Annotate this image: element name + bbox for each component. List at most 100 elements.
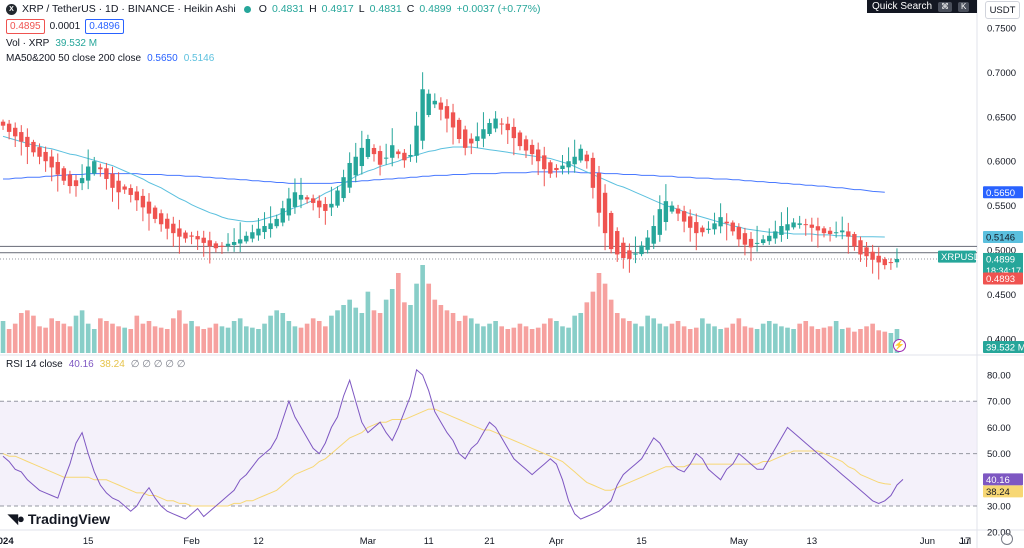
candle-body	[79, 178, 85, 184]
rsi-badge-bg	[983, 473, 1023, 486]
candle-body	[681, 211, 687, 222]
volume-bar	[298, 327, 304, 353]
candle-body	[207, 240, 212, 247]
price-tick-label: 0.7500	[987, 24, 1016, 35]
candle-body	[390, 145, 395, 158]
ma-legend[interactable]: MA50&200 50 close 200 close 0.5650 0.514…	[6, 53, 214, 64]
time-tick-label: 15	[83, 536, 94, 547]
rsi-ma-badge: 38.24	[986, 487, 1010, 498]
sell-button[interactable]: 0.4895	[6, 19, 45, 34]
rsi-tick-label: 20.00	[987, 528, 1011, 539]
lightning-icon[interactable]: ⚡	[893, 339, 906, 352]
volume-bar	[584, 302, 590, 353]
volume-bar	[870, 323, 875, 353]
candle-body	[61, 168, 67, 181]
volume-bar	[730, 323, 736, 353]
time-tick-label: Feb	[183, 536, 199, 547]
volume-bar	[827, 326, 833, 353]
volume-bar	[201, 329, 207, 353]
candle-body	[298, 194, 304, 200]
ma200-price-badge: 0.5146	[986, 233, 1015, 244]
volume-bar	[268, 315, 273, 353]
candle-body	[244, 235, 249, 242]
rsi-tick-label: 30.00	[987, 502, 1011, 513]
candle-body	[456, 119, 462, 139]
volume-bar	[396, 273, 401, 353]
candle-body	[517, 132, 523, 147]
candle-body	[748, 238, 754, 248]
volume-bar	[67, 326, 73, 353]
volume-bar	[511, 327, 517, 353]
candle-body	[773, 231, 778, 239]
volume-bar	[91, 329, 97, 353]
candle-body	[505, 123, 510, 131]
candle-body	[122, 186, 127, 190]
candle-body	[578, 148, 583, 161]
candle-body	[353, 156, 358, 176]
candle-body	[432, 100, 437, 105]
gear-icon[interactable]	[1001, 533, 1013, 545]
candle-body	[98, 167, 103, 170]
candle-body	[329, 203, 334, 208]
candle-body	[584, 154, 590, 162]
ma50-legend-value: 0.5650	[147, 53, 178, 64]
tradingview-name: TradingView	[27, 511, 111, 527]
currency-selector[interactable]: USDT	[985, 1, 1020, 19]
time-tick-label: 15	[636, 536, 647, 547]
volume-bar	[882, 331, 888, 353]
high-value: 0.4917	[321, 3, 354, 15]
candle-body	[189, 235, 194, 237]
market-status-icon	[243, 5, 251, 13]
high-label: H	[309, 3, 317, 15]
volume-bar	[639, 326, 644, 353]
candle-body	[487, 123, 492, 134]
candle-body	[657, 209, 662, 235]
volume-legend[interactable]: Vol · XRP 39.532 M	[6, 38, 97, 49]
volume-bar	[73, 315, 79, 353]
volume-bar	[700, 318, 705, 353]
candle-body	[852, 234, 857, 247]
rsi-legend[interactable]: RSI 14 close 40.16 38.24 ∅ ∅ ∅ ∅ ∅	[6, 359, 185, 370]
volume-bar	[383, 299, 389, 353]
quick-search-button[interactable]: Quick Search ⌘ K	[867, 0, 977, 13]
volume-bar	[79, 310, 85, 353]
volume-bar	[286, 321, 292, 353]
volume-bar	[456, 321, 462, 353]
candle-body	[876, 255, 881, 263]
candle-body	[675, 208, 681, 214]
time-tick-label: Jun	[920, 536, 935, 547]
time-tick-label: 2024	[0, 536, 14, 547]
time-tick-label: 17	[960, 536, 971, 547]
candle-body	[444, 106, 450, 119]
candle-body	[651, 226, 656, 244]
countdown-badge: 18:34:17	[986, 266, 1021, 276]
candle-body	[73, 180, 79, 187]
candle-body	[469, 138, 474, 144]
candle-body	[31, 141, 36, 153]
buy-button[interactable]: 0.4896	[85, 19, 124, 34]
volume-bar	[657, 323, 663, 353]
candle-body	[171, 223, 176, 234]
volume-bar	[25, 310, 30, 353]
volume-bar	[864, 326, 869, 353]
candle-body	[104, 168, 109, 179]
candle-body	[833, 232, 839, 234]
volume-bar	[754, 329, 760, 353]
volume-bar	[177, 310, 182, 353]
candle-body	[335, 190, 340, 206]
volume-bar	[85, 323, 91, 353]
volume-legend-value: 39.532 M	[55, 38, 98, 49]
candle-body	[365, 139, 371, 157]
rsi-line	[2, 368, 904, 520]
symbol-title[interactable]: XRP / TetherUS · 1D · BINANCE · Heikin A…	[22, 3, 236, 15]
candle-body	[815, 226, 821, 231]
real-price-badge-bg	[983, 272, 1023, 285]
tradingview-mark-icon: ◥●	[8, 511, 25, 526]
candle-body	[493, 118, 498, 129]
volume-bar	[104, 321, 109, 353]
volume-bar	[809, 326, 815, 353]
candle-body	[767, 235, 772, 242]
tradingview-logo[interactable]: ◥● TradingView	[8, 511, 110, 527]
candles[interactable]	[0, 72, 900, 280]
